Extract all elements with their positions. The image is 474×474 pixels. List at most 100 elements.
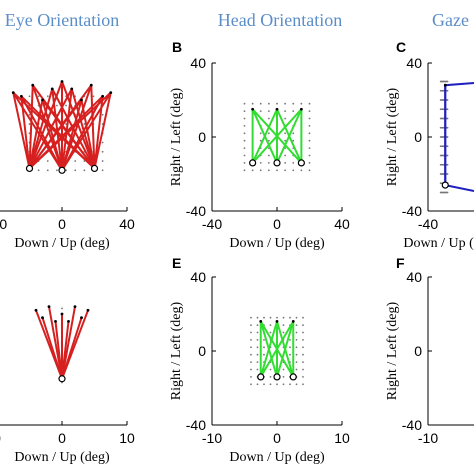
panel-b: B 40 0 -40-40 0 40 Down / Up (deg) Right / Left… (169, 39, 350, 251)
x-axis-label: Down / Up (deg) (14, 236, 110, 251)
grid-dot (250, 361, 252, 363)
endpoint-marker (275, 107, 279, 111)
x-tick-label: 0 (273, 216, 281, 232)
endpoint-marker (89, 83, 93, 87)
grid-dot (302, 324, 304, 326)
grid-dot (282, 376, 285, 378)
grid-dot (256, 316, 259, 319)
endpoint-marker (60, 80, 64, 83)
grid-dot (292, 162, 295, 164)
panel-d: 0 0 10 Down / Up (deg) (0, 305, 135, 465)
endpoint-marker (109, 91, 113, 94)
grid-dot (243, 102, 246, 105)
grid-dot (276, 169, 278, 172)
trajectory-line (51, 88, 96, 169)
endpoint-marker (34, 308, 38, 312)
grid-dot (46, 169, 49, 172)
grid-dot (302, 353, 304, 356)
grid-dot (308, 132, 311, 135)
trajectory-line (20, 95, 96, 170)
grid-dot (295, 368, 298, 371)
grid-dot (83, 169, 86, 172)
panel-e: E 40 0 -40-10 0 10 Down / Up (deg) Right / Left… (169, 255, 350, 465)
grid-dot (74, 169, 77, 172)
grid-dot (302, 346, 304, 349)
grid-dot (263, 339, 265, 341)
x-axis-label: Down / Up (deg) (403, 236, 474, 251)
trajectory-line (20, 95, 63, 171)
grid-dot (269, 324, 272, 326)
trajectory-line (28, 85, 34, 169)
x-tick-label: -40 (0, 216, 7, 232)
grid-dot (250, 353, 252, 356)
grid-dot (302, 383, 304, 386)
grid-dot (267, 110, 270, 112)
endpoint-marker (275, 320, 279, 323)
y-axis-label: Right / Left (deg) (385, 301, 400, 400)
trajectory-line (251, 108, 278, 164)
y-tick-label: 0 (414, 343, 422, 359)
endpoint-marker (80, 316, 83, 320)
endpoint-marker (70, 87, 74, 91)
endpoint-marker (299, 107, 303, 111)
trajectory-line (54, 321, 63, 379)
trajectory-line (80, 99, 96, 169)
grid-dot (295, 361, 298, 363)
grid-dot (83, 123, 86, 125)
grid-dot (308, 125, 311, 127)
trajectory-line (61, 306, 76, 379)
trajectory-line (28, 99, 44, 169)
grid-dot (269, 316, 272, 319)
trajectory-line (70, 88, 96, 169)
fixation-marker (273, 159, 281, 167)
trajectory-line (93, 92, 112, 169)
grid-dot (250, 324, 252, 326)
trajectory-line (90, 85, 96, 169)
x-tick-label: 40 (119, 216, 135, 232)
grid-dot (308, 162, 311, 164)
grid-dot (292, 132, 295, 135)
trajectory-line (61, 81, 96, 169)
x-tick-label: 0 (58, 216, 66, 232)
grid-dot (259, 102, 262, 105)
endpoint-marker (41, 316, 44, 320)
grid-dot (302, 368, 304, 371)
grid-dot (250, 339, 252, 341)
trajectory-line (12, 92, 31, 169)
grid-dot (446, 126, 449, 129)
grid-dot (251, 102, 254, 105)
grid-dot (295, 383, 298, 386)
fixation-marker (257, 373, 265, 381)
y-tick-label: 40 (406, 269, 422, 285)
endpoint-marker (31, 83, 35, 87)
y-tick-label: 40 (406, 55, 422, 71)
grid-dot (282, 324, 285, 326)
grid-dot (259, 169, 262, 172)
trajectory-line (28, 88, 54, 169)
panel-letter: F (396, 255, 405, 271)
grid-dot (250, 316, 252, 319)
trajectory-line (41, 99, 63, 171)
y-tick-label: -40 (186, 417, 206, 433)
grid-dot (292, 169, 295, 172)
grid-dot (295, 339, 298, 341)
grid-dot (267, 154, 270, 157)
endpoint-marker (19, 94, 23, 98)
grid-dot (302, 331, 304, 334)
trajectory-line (51, 88, 63, 171)
y-tick-label: 40 (190, 269, 206, 285)
grid-dot (284, 132, 287, 135)
grid-dot (56, 169, 58, 172)
grid-dot (300, 102, 303, 105)
x-tick-label: 0 (58, 430, 66, 446)
endpoint-marker (80, 98, 83, 102)
panel-a: -40 0 40 Down / Up (deg) (0, 80, 135, 251)
grid-dot (289, 316, 291, 319)
grid-dot (256, 361, 259, 363)
panel-letter: C (396, 39, 406, 55)
fixation-marker (289, 373, 297, 381)
grid-dot (302, 361, 304, 363)
grid-dot (251, 169, 254, 172)
grid-dot (250, 346, 252, 349)
grid-dot (308, 110, 311, 112)
